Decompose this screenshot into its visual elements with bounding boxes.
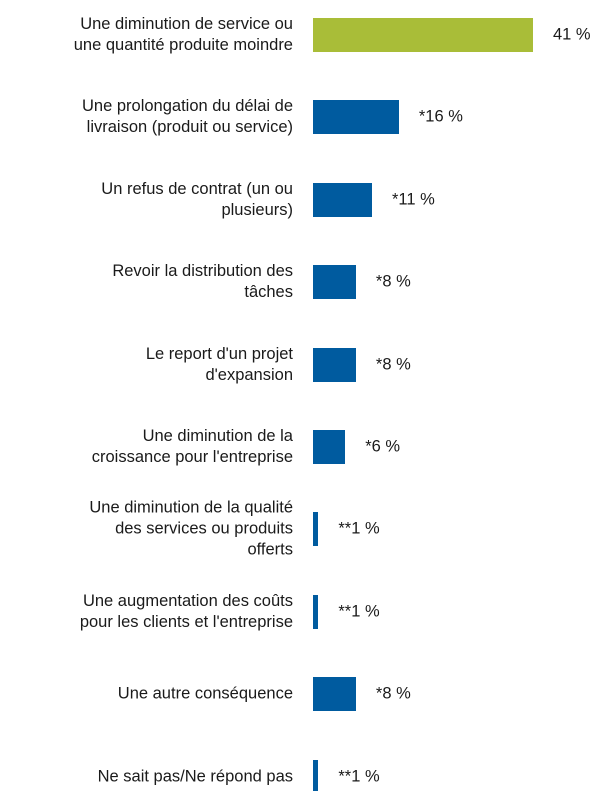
category-label: Ne sait pas/Ne répond pas <box>97 767 293 786</box>
category-label: Une diminution de service ou une quantit… <box>73 15 293 54</box>
bar <box>313 265 356 300</box>
category-label: Le report d'un projet d'expansion <box>145 344 293 384</box>
bar <box>313 347 356 382</box>
bar <box>313 594 319 629</box>
value-label: **1 % <box>338 519 380 538</box>
bar <box>313 677 356 712</box>
value-label: **1 % <box>338 602 380 621</box>
value-label: 41 % <box>553 25 591 44</box>
category-label: Un refus de contrat (un ou plusieurs) <box>101 179 293 219</box>
bar <box>313 759 319 791</box>
category-label: Une diminution de la croissance pour l'e… <box>91 427 293 466</box>
value-label: **1 % <box>338 767 380 786</box>
value-label: *8 % <box>375 355 411 374</box>
bar <box>313 182 373 217</box>
value-label: *8 % <box>375 272 411 291</box>
bar <box>313 430 346 464</box>
category-label: Une autre conséquence <box>117 684 293 703</box>
category-label: Revoir la distribution des tâches <box>112 262 293 302</box>
bar <box>313 100 399 135</box>
value-label: *16 % <box>418 107 463 126</box>
value-label: *8 % <box>375 684 411 703</box>
category-label: Une augmentation des coûts pour les clie… <box>79 591 293 631</box>
category-label: Une diminution de la qualité des service… <box>89 498 293 559</box>
value-label: *6 % <box>365 437 401 456</box>
bar <box>313 18 533 52</box>
category-label: Une prolongation du délai de livraison (… <box>82 97 293 137</box>
value-label: *11 % <box>392 190 435 209</box>
bar <box>313 512 319 547</box>
